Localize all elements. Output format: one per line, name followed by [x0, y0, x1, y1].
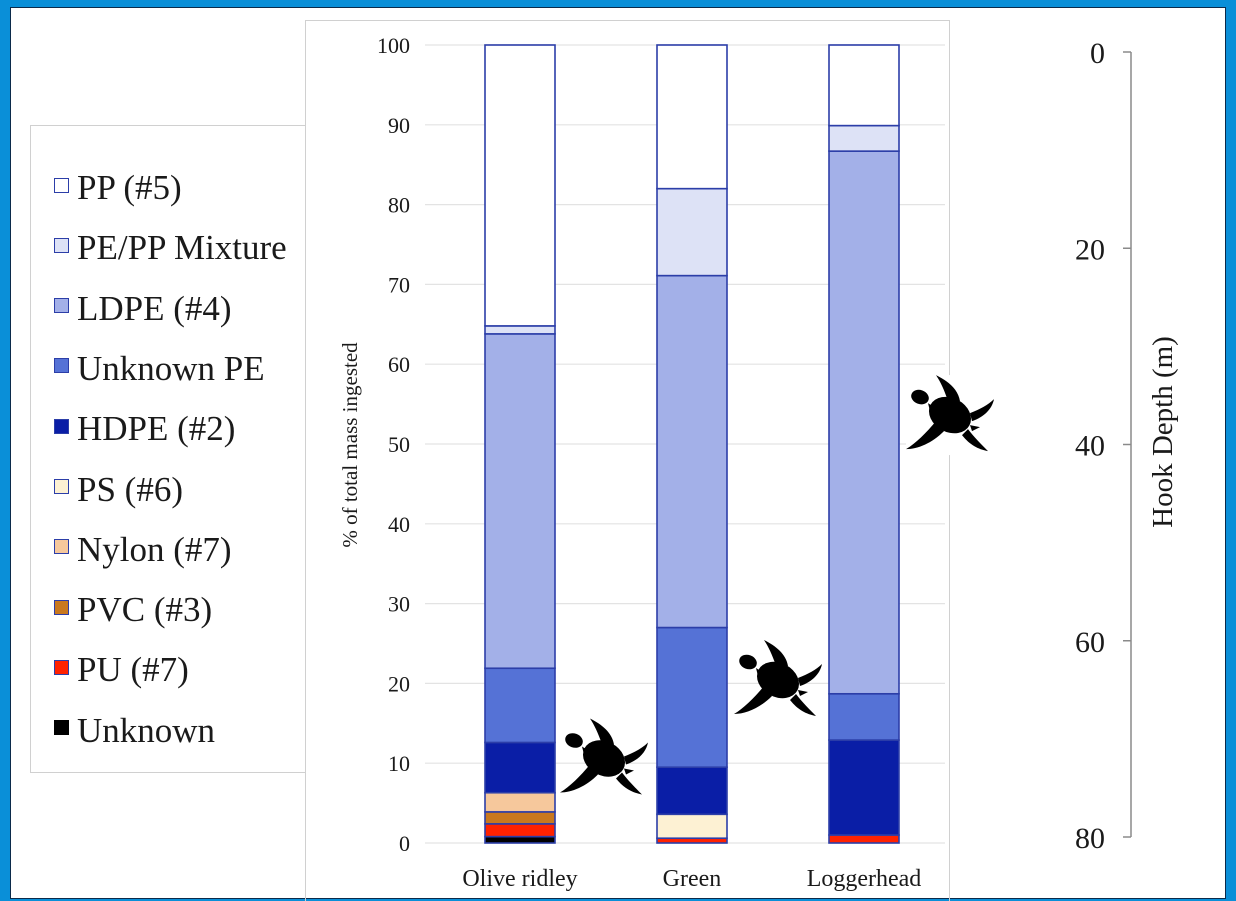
sea-turtle-icon	[906, 375, 996, 456]
y-tick-label: 90	[388, 113, 410, 138]
legend-label: Unknown PE	[77, 348, 265, 388]
legend-swatch	[54, 539, 69, 555]
legend-item: Nylon (#7)	[54, 530, 232, 570]
x-category-label: Olive ridley	[462, 866, 577, 892]
y-tick-label: 70	[388, 272, 410, 297]
bar-stack	[656, 44, 728, 844]
depth-tick-label: 80	[1075, 822, 1105, 855]
legend-item: LDPE (#4)	[54, 289, 232, 329]
legend-label: Unknown	[77, 710, 216, 750]
bar-segment	[828, 44, 900, 127]
depth-tick-label: 60	[1075, 626, 1105, 659]
y-axis-ticks: 0 10 20 30 40 50 60 70 80 90 100	[377, 33, 410, 856]
x-axis-categories: Olive ridley Green Loggerhead	[462, 866, 921, 892]
legend-swatch	[54, 358, 69, 374]
bar-stack	[828, 44, 900, 844]
depth-tick-label: 40	[1075, 430, 1105, 463]
legend-swatch	[54, 237, 69, 253]
bar-segment	[484, 835, 556, 844]
bars	[484, 44, 900, 844]
legend-swatch	[54, 298, 69, 314]
bar-segment	[484, 741, 556, 794]
bar-segment	[828, 692, 900, 741]
hook-depth-axis-title: Hook Depth (m)	[1147, 336, 1179, 528]
legend-item: PU (#7)	[54, 650, 189, 690]
y-tick-label: 20	[388, 671, 410, 696]
bar-segment	[656, 187, 728, 277]
legend-swatch	[54, 720, 69, 736]
legend-label: LDPE (#4)	[77, 288, 232, 328]
y-axis-title: % of total mass ingested	[338, 342, 362, 548]
bar-segment	[828, 834, 900, 844]
legend-swatch	[54, 418, 69, 434]
legend-label: PU (#7)	[77, 650, 189, 690]
plot-area	[305, 20, 950, 901]
depth-tick-label: 0	[1090, 37, 1105, 70]
legend-label: HDPE (#2)	[77, 409, 236, 449]
bar-segment	[828, 739, 900, 836]
turtle-markers	[560, 375, 996, 795]
legend-item: PVC (#3)	[54, 590, 212, 630]
y-tick-label: 80	[388, 193, 410, 218]
legend-swatch	[54, 479, 69, 494]
bar-segment	[656, 766, 728, 816]
hook-depth-axis: 0 20 40 60 80	[1075, 37, 1132, 855]
bar-stack	[484, 44, 556, 844]
bar-segment	[656, 626, 728, 768]
bar-segment	[484, 325, 556, 335]
legend-swatch	[54, 599, 69, 615]
bar-segment	[828, 150, 900, 695]
y-tick-label: 30	[388, 592, 410, 617]
legend-label: Nylon (#7)	[77, 529, 232, 569]
legend-label: PE/PP Mixture	[77, 228, 287, 268]
y-tick-label: 50	[388, 432, 410, 457]
y-tick-label: 100	[377, 33, 410, 58]
legend-item: PS (#6)	[54, 470, 183, 510]
bar-segment	[484, 333, 556, 670]
legend-swatch	[54, 659, 69, 675]
legend-item: Unknown	[54, 711, 215, 751]
legend-label: PS (#6)	[77, 469, 183, 509]
bar-segment	[656, 813, 728, 840]
bar-segment	[484, 44, 556, 327]
y-tick-label: 10	[388, 751, 410, 776]
sea-turtle-icon	[560, 718, 648, 795]
bar-segment	[484, 791, 556, 813]
legend-item: PP (#5)	[54, 168, 182, 208]
legend-label: PVC (#3)	[77, 590, 213, 630]
y-tick-label: 40	[388, 512, 410, 537]
depth-tick-label: 20	[1075, 233, 1105, 266]
x-category-label: Loggerhead	[807, 866, 922, 892]
bar-segment	[484, 811, 556, 825]
legend	[30, 125, 305, 773]
x-category-label: Green	[663, 866, 722, 892]
legend-label: PP (#5)	[77, 168, 182, 207]
y-tick-label: 60	[388, 352, 410, 377]
legend-swatch	[54, 177, 69, 193]
legend-item: HDPE (#2)	[54, 409, 235, 449]
y-tick-label: 0	[399, 831, 410, 856]
bar-segment	[828, 124, 900, 152]
legend-item: PE/PP Mixture	[54, 228, 287, 268]
bar-segment	[656, 44, 728, 190]
bar-segment	[484, 667, 556, 744]
sea-turtle-icon	[734, 640, 822, 716]
bar-segment	[656, 274, 728, 629]
legend-item: Unknown PE	[54, 349, 265, 389]
bar-segment	[484, 823, 556, 838]
